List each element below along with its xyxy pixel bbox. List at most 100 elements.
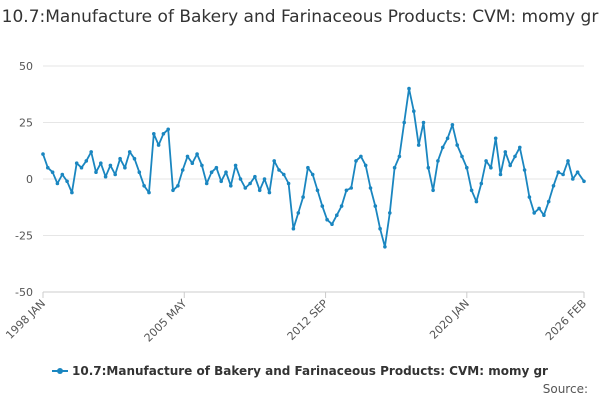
- data-point[interactable]: [493, 136, 498, 141]
- data-point[interactable]: [233, 163, 238, 168]
- data-point[interactable]: [253, 174, 257, 179]
- data-point[interactable]: [55, 181, 60, 186]
- data-point[interactable]: [229, 184, 233, 188]
- data-point[interactable]: [465, 165, 469, 170]
- data-point[interactable]: [156, 143, 161, 147]
- data-point[interactable]: [46, 165, 50, 170]
- data-point[interactable]: [518, 145, 522, 150]
- data-point[interactable]: [566, 159, 570, 163]
- data-point[interactable]: [161, 132, 166, 136]
- source-label[interactable]: Source:: [542, 382, 588, 396]
- data-point[interactable]: [436, 159, 440, 163]
- data-point[interactable]: [267, 190, 272, 195]
- data-point[interactable]: [532, 211, 536, 215]
- data-point[interactable]: [291, 226, 296, 231]
- data-point[interactable]: [325, 217, 329, 222]
- data-point[interactable]: [310, 172, 315, 177]
- data-point[interactable]: [450, 123, 455, 127]
- data-point[interactable]: [421, 120, 426, 125]
- data-point[interactable]: [84, 159, 89, 163]
- data-point[interactable]: [402, 120, 407, 125]
- data-point[interactable]: [224, 170, 228, 174]
- data-point[interactable]: [296, 211, 301, 215]
- data-point[interactable]: [542, 213, 546, 217]
- data-point[interactable]: [359, 154, 363, 159]
- data-point[interactable]: [469, 188, 474, 193]
- data-point[interactable]: [118, 156, 122, 161]
- data-point[interactable]: [474, 199, 479, 204]
- data-point[interactable]: [513, 154, 517, 159]
- data-point[interactable]: [41, 152, 45, 156]
- data-point[interactable]: [561, 172, 565, 177]
- data-point[interactable]: [238, 177, 243, 181]
- data-point[interactable]: [103, 174, 108, 179]
- data-point[interactable]: [315, 188, 320, 193]
- data-point[interactable]: [388, 211, 392, 215]
- data-point[interactable]: [262, 177, 267, 181]
- data-point[interactable]: [426, 165, 431, 170]
- data-point[interactable]: [378, 226, 382, 231]
- data-point[interactable]: [60, 172, 65, 177]
- data-point[interactable]: [431, 188, 435, 193]
- data-point[interactable]: [503, 150, 508, 154]
- data-point[interactable]: [368, 186, 373, 190]
- data-point[interactable]: [416, 143, 421, 147]
- data-point[interactable]: [339, 204, 344, 208]
- data-point[interactable]: [113, 172, 117, 177]
- data-point[interactable]: [551, 184, 556, 188]
- data-point[interactable]: [50, 170, 55, 174]
- data-point[interactable]: [200, 163, 204, 168]
- data-point[interactable]: [219, 179, 223, 184]
- data-point[interactable]: [335, 213, 339, 217]
- data-point[interactable]: [94, 170, 98, 174]
- data-point[interactable]: [214, 165, 219, 170]
- data-point[interactable]: [248, 181, 252, 186]
- data-point[interactable]: [166, 127, 170, 132]
- data-point[interactable]: [412, 109, 416, 113]
- data-point[interactable]: [484, 159, 488, 163]
- data-point[interactable]: [320, 204, 325, 208]
- data-point[interactable]: [65, 179, 69, 184]
- data-point[interactable]: [99, 161, 103, 165]
- legend[interactable]: 10.7:Manufacture of Bakery and Farinaceo…: [0, 364, 600, 378]
- data-point[interactable]: [407, 86, 411, 91]
- data-point[interactable]: [209, 170, 214, 174]
- data-point[interactable]: [392, 165, 397, 170]
- data-point[interactable]: [152, 132, 156, 136]
- data-point[interactable]: [479, 181, 484, 186]
- data-point[interactable]: [204, 181, 209, 186]
- data-point[interactable]: [190, 161, 195, 165]
- data-point[interactable]: [171, 188, 175, 193]
- data-point[interactable]: [344, 188, 349, 193]
- data-point[interactable]: [147, 190, 151, 195]
- data-point[interactable]: [286, 181, 291, 186]
- data-point[interactable]: [330, 222, 334, 226]
- data-point[interactable]: [363, 163, 368, 168]
- data-point[interactable]: [489, 165, 493, 170]
- data-point[interactable]: [127, 150, 132, 154]
- data-point[interactable]: [142, 184, 146, 188]
- data-point[interactable]: [556, 170, 561, 174]
- data-point[interactable]: [349, 186, 354, 190]
- data-point[interactable]: [397, 154, 402, 159]
- data-point[interactable]: [108, 163, 113, 168]
- data-point[interactable]: [508, 163, 512, 168]
- data-point[interactable]: [185, 154, 190, 159]
- data-point[interactable]: [383, 245, 387, 249]
- data-point[interactable]: [354, 159, 358, 163]
- data-point[interactable]: [522, 168, 527, 172]
- data-point[interactable]: [89, 150, 93, 154]
- data-point[interactable]: [306, 165, 310, 170]
- data-point[interactable]: [123, 165, 127, 170]
- data-point[interactable]: [195, 152, 199, 156]
- data-point[interactable]: [575, 170, 580, 174]
- data-point[interactable]: [537, 206, 541, 211]
- data-point[interactable]: [137, 170, 142, 174]
- data-point[interactable]: [70, 190, 74, 195]
- data-point[interactable]: [301, 195, 305, 199]
- data-point[interactable]: [257, 188, 262, 193]
- data-point[interactable]: [79, 165, 84, 170]
- data-point[interactable]: [180, 168, 185, 172]
- data-point[interactable]: [243, 186, 248, 190]
- data-point[interactable]: [455, 143, 460, 147]
